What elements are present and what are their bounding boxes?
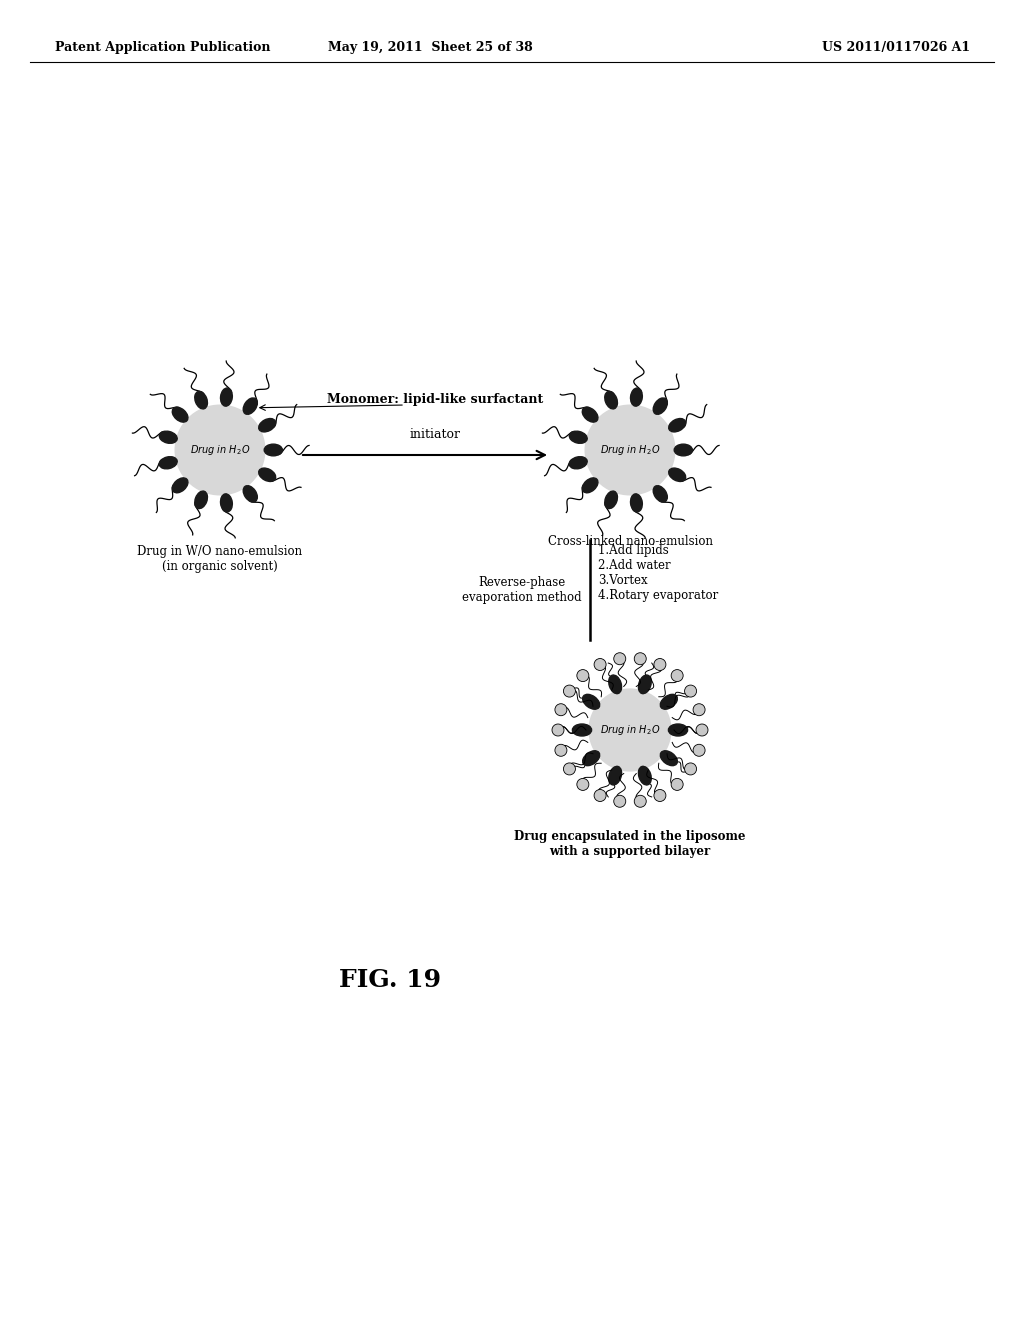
Circle shape [671,669,683,681]
Text: Drug in H$_2$O: Drug in H$_2$O [600,444,660,457]
Circle shape [577,669,589,681]
Ellipse shape [583,694,600,709]
Ellipse shape [631,388,642,407]
Ellipse shape [605,392,617,409]
Text: Reverse-phase
evaporation method: Reverse-phase evaporation method [463,576,582,605]
Circle shape [613,652,626,665]
Text: Drug encapsulated in the liposome
with a supported bilayer: Drug encapsulated in the liposome with a… [514,830,745,858]
Ellipse shape [669,418,686,432]
Ellipse shape [244,397,257,414]
Ellipse shape [172,407,188,422]
Circle shape [594,659,606,671]
Text: Monomer: lipid-like surfactant: Monomer: lipid-like surfactant [327,393,543,407]
Circle shape [634,652,646,665]
Text: FIG. 19: FIG. 19 [339,968,441,993]
Ellipse shape [264,444,283,455]
Ellipse shape [608,675,622,694]
Ellipse shape [669,469,686,482]
Ellipse shape [631,494,642,512]
Circle shape [654,789,666,801]
Text: Drug in H$_2$O: Drug in H$_2$O [189,444,250,457]
Ellipse shape [638,675,651,694]
Circle shape [671,779,683,791]
Ellipse shape [674,444,692,455]
Text: Drug in W/O nano-emulsion
(in organic solvent): Drug in W/O nano-emulsion (in organic so… [137,545,302,573]
Ellipse shape [160,432,177,444]
Text: Drug in H$_2$O: Drug in H$_2$O [600,723,660,737]
Circle shape [555,704,567,715]
Circle shape [585,404,676,495]
Ellipse shape [195,392,208,409]
Ellipse shape [660,751,677,766]
Ellipse shape [638,767,651,785]
Circle shape [563,685,575,697]
Circle shape [589,689,672,772]
Ellipse shape [653,486,668,502]
Ellipse shape [259,418,275,432]
Ellipse shape [605,491,617,508]
Text: Patent Application Publication: Patent Application Publication [55,41,270,54]
Ellipse shape [569,432,587,444]
Circle shape [594,789,606,801]
Circle shape [555,744,567,756]
Circle shape [685,685,696,697]
Ellipse shape [653,397,668,414]
Ellipse shape [220,388,232,407]
Circle shape [174,404,265,495]
Circle shape [613,795,626,808]
Ellipse shape [220,494,232,512]
Text: May 19, 2011  Sheet 25 of 38: May 19, 2011 Sheet 25 of 38 [328,41,532,54]
Circle shape [634,795,646,808]
Ellipse shape [172,478,188,492]
Text: initiator: initiator [410,429,461,441]
Text: Cross-linked nano-emulsion: Cross-linked nano-emulsion [548,535,713,548]
Circle shape [685,763,696,775]
Ellipse shape [160,457,177,469]
Ellipse shape [244,486,257,502]
Ellipse shape [608,767,622,785]
Ellipse shape [583,407,598,422]
Ellipse shape [572,723,592,737]
Ellipse shape [259,469,275,482]
Circle shape [693,744,706,756]
Ellipse shape [583,478,598,492]
Ellipse shape [195,491,208,508]
Ellipse shape [669,723,687,737]
Circle shape [577,779,589,791]
Ellipse shape [583,751,600,766]
Ellipse shape [569,457,587,469]
Circle shape [654,659,666,671]
Text: US 2011/0117026 A1: US 2011/0117026 A1 [822,41,970,54]
Circle shape [696,723,708,737]
Text: 1.Add lipids
2.Add water
3.Vortex
4.Rotary evaporator: 1.Add lipids 2.Add water 3.Vortex 4.Rota… [598,544,718,602]
Circle shape [552,723,564,737]
Circle shape [693,704,706,715]
Circle shape [563,763,575,775]
Ellipse shape [660,694,677,709]
